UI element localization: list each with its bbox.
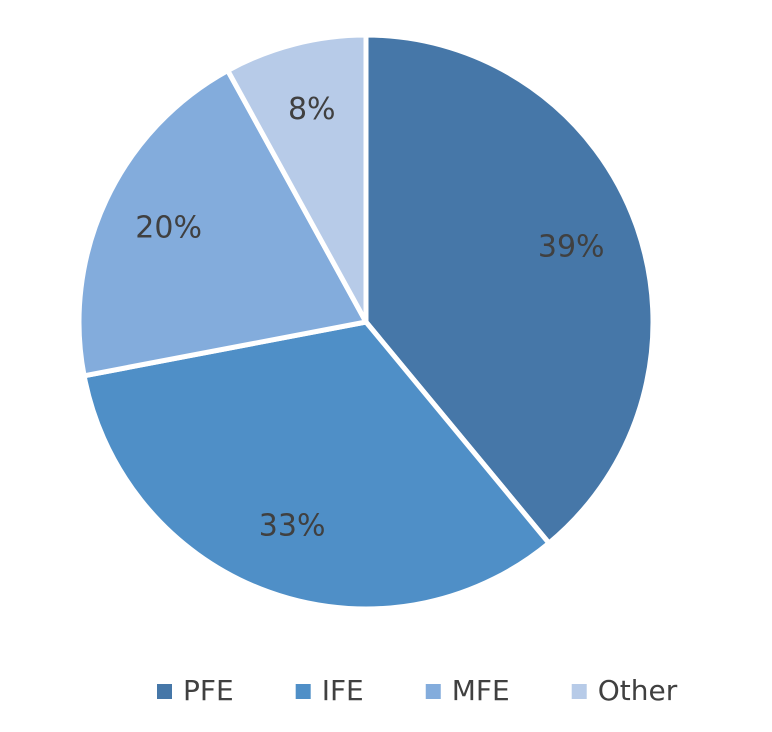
legend-marker	[571, 684, 587, 699]
pie-slice	[363, 32, 656, 546]
legend-marker	[425, 684, 441, 699]
data-label: 39%	[538, 230, 605, 265]
legend-label: IFE	[322, 674, 364, 707]
pie-slice	[76, 68, 369, 379]
pie-slice	[225, 32, 369, 325]
legend-marker	[295, 684, 311, 699]
legend-label: MFE	[452, 674, 510, 707]
data-label: 8%	[288, 92, 336, 127]
data-label: 20%	[135, 211, 202, 246]
legend-label: Other	[598, 674, 678, 707]
legend-label: PFE	[183, 674, 234, 707]
pie-slice	[81, 319, 552, 612]
legend-marker	[157, 684, 172, 699]
data-label: 33%	[259, 509, 326, 544]
